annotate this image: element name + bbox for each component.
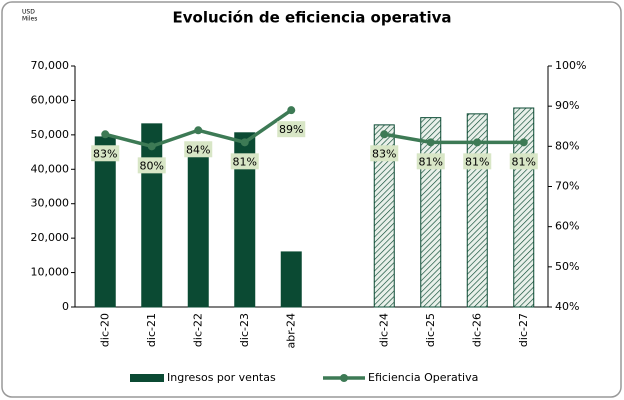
x-tick-label: abr-24 [284, 313, 297, 349]
bar [373, 124, 395, 308]
x-tick-label: dic-26 [470, 313, 483, 347]
y-tick-label: 40,000 [31, 162, 70, 175]
legend-label: Eficiencia Operativa [368, 371, 478, 384]
data-label: 83% [93, 147, 117, 160]
x-tick-label: dic-27 [517, 313, 530, 347]
legend-label: Ingresos por ventas [167, 371, 276, 384]
y-tick-label: 0 [62, 300, 69, 313]
data-label-box [463, 153, 492, 170]
data-label-box [416, 153, 445, 170]
y2-tick-label: 90% [555, 99, 579, 112]
line-series: 83% 80% 84% 81% 89% 83% 81% 81% 81% [91, 106, 538, 174]
x-tick-label: dic-20 [98, 313, 111, 347]
y2-tick-label: 50% [555, 260, 579, 273]
bar [94, 136, 116, 308]
bar [141, 123, 163, 308]
data-label: 81% [233, 155, 257, 168]
x-tick-label: dic-22 [191, 313, 204, 347]
y2-tick-label: 70% [555, 180, 579, 193]
data-label: 81% [419, 155, 443, 168]
marker [473, 138, 482, 147]
marker [147, 142, 156, 151]
data-label-box [509, 153, 538, 170]
y2-tick-label: 100% [555, 59, 586, 72]
unit-label: Miles [22, 16, 37, 23]
bar [513, 107, 535, 308]
line [383, 132, 524, 145]
y-tick-label: 20,000 [31, 231, 70, 244]
marker [426, 138, 435, 147]
data-label-box [277, 121, 306, 138]
data-label: 81% [465, 155, 489, 168]
marker [101, 130, 110, 139]
y-tick-label: 50,000 [31, 128, 70, 141]
data-label: 81% [512, 155, 536, 168]
data-label-box [91, 145, 120, 162]
data-label-box [137, 157, 166, 174]
marker [240, 138, 249, 147]
y-tick-label: 60,000 [31, 93, 70, 106]
data-label: 89% [279, 123, 303, 136]
marker [194, 126, 203, 135]
y2-tick-label: 80% [555, 139, 579, 152]
y2-tick-label: 60% [555, 220, 579, 233]
legend: Ingresos por ventas Eficiencia Operativa [130, 371, 478, 384]
bar [280, 251, 302, 308]
y2-tick-label: 40% [555, 300, 579, 313]
unit-label: USD [22, 9, 35, 16]
legend-swatch [130, 374, 164, 382]
data-label-box [370, 145, 399, 162]
x-tick-label: dic-24 [377, 313, 390, 347]
data-label-box [184, 141, 213, 158]
y-tick-label: 10,000 [31, 266, 70, 279]
marker [287, 106, 296, 115]
marker [380, 130, 389, 139]
data-label: 84% [186, 143, 210, 156]
x-tick-label: dic-23 [238, 313, 251, 347]
bar [234, 132, 256, 308]
data-label: 83% [372, 147, 396, 160]
data-label-box [230, 153, 259, 170]
y-tick-label: 70,000 [31, 59, 70, 72]
y-tick-label: 30,000 [31, 197, 70, 210]
legend-marker [340, 374, 348, 382]
x-tick-label: dic-21 [145, 313, 158, 347]
marker [519, 138, 528, 147]
bar [187, 144, 209, 308]
data-label: 80% [140, 159, 164, 172]
x-tick-label: dic-25 [424, 313, 437, 347]
chart-title: Evolución de eficiencia operativa [172, 9, 451, 27]
